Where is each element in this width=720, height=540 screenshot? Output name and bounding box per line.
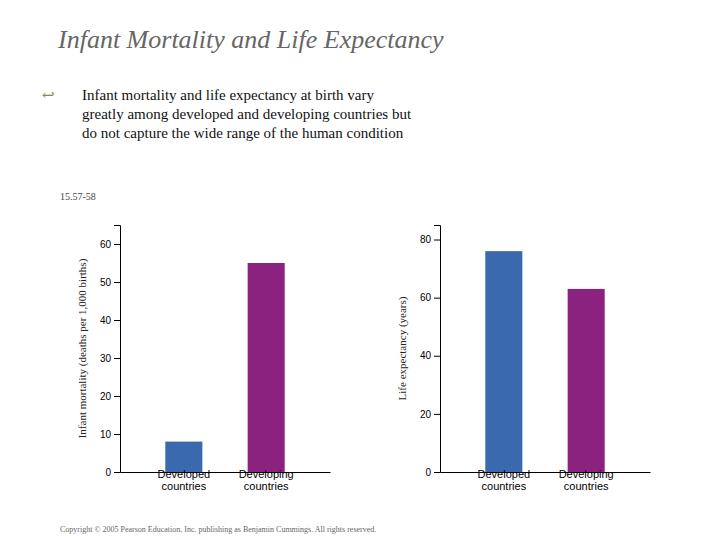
bar	[485, 251, 522, 472]
text-line: Developing	[559, 468, 614, 480]
y-tick-label: 30	[100, 353, 112, 364]
y-tick-label: 10	[100, 429, 112, 440]
y-axis: 0 10 20 30 40 50 60	[100, 226, 121, 478]
text-line: greatly among developed and developing c…	[82, 106, 412, 122]
y-tick-label: 60	[420, 292, 432, 303]
y-tick-label: 60	[100, 239, 112, 250]
text-line: countries	[162, 480, 207, 492]
y-tick-mark	[114, 320, 120, 321]
y-tick: 10	[100, 429, 120, 440]
text-line: do not capture the wide range of the hum…	[82, 125, 404, 141]
y-tick: 20	[100, 391, 120, 402]
title: Infant Mortality and Life Expectancy	[57, 25, 444, 54]
copyright: Copyright © 2005 Pearson Education, Inc.…	[60, 525, 376, 534]
y-tick-label: 40	[420, 350, 432, 361]
x-tick-label: Developedcountries	[158, 468, 211, 492]
y-tick-label: 20	[420, 409, 432, 420]
text-line: countries	[482, 480, 527, 492]
bar	[568, 289, 605, 472]
y-tick-label: 80	[420, 234, 432, 245]
y-axis-line	[114, 226, 121, 473]
text-line: countries	[564, 480, 609, 492]
text-line: countries	[244, 480, 289, 492]
x-tick-label: Developedcountries	[478, 468, 531, 492]
y-tick-mark	[114, 358, 120, 359]
y-tick: 30	[100, 353, 120, 364]
y-tick-mark	[114, 434, 120, 435]
y-tick-mark	[434, 298, 440, 299]
y-tick-label: 0	[105, 467, 111, 478]
x-axis-line	[121, 472, 331, 473]
y-tick-mark	[434, 356, 440, 357]
chart: 0102030405060DevelopedcountriesDevelopin…	[76, 226, 331, 493]
y-tick-mark	[114, 396, 120, 397]
text-line: Infant mortality and life expectancy at …	[82, 87, 374, 103]
x-tick: Developedcountries	[478, 468, 531, 492]
y-axis: 0 20 40 60 80	[420, 226, 441, 478]
figure-label: 15.57-58	[60, 191, 96, 202]
x-tick-label: Developingcountries	[239, 468, 294, 492]
x-tick: Developedcountries	[158, 468, 211, 492]
bar	[248, 263, 285, 472]
y-tick-label: 50	[100, 277, 112, 288]
x-axis: DevelopedcountriesDevelopingcountries	[121, 468, 331, 492]
chart-root: Infant Mortality and Life Expectancy ↩ Inf…	[0, 0, 720, 540]
y-tick-mark	[434, 240, 440, 241]
text-line: Developed	[158, 468, 211, 480]
bullet-symbol: ↩	[42, 87, 55, 103]
y-tick-label: 20	[100, 391, 112, 402]
x-tick: Developingcountries	[559, 468, 614, 492]
y-axis-title: Infant mortality (deaths per 1,000 birth…	[76, 258, 89, 438]
chart: 020406080DevelopedcountriesDevelopingcou…	[396, 226, 651, 493]
x-axis-line	[441, 472, 651, 473]
y-axis-line	[434, 226, 441, 473]
x-tick: Developingcountries	[239, 468, 294, 492]
y-tick-mark	[114, 472, 120, 473]
bars	[485, 251, 604, 472]
x-tick-label: Developingcountries	[559, 468, 614, 492]
x-axis: DevelopedcountriesDevelopingcountries	[441, 468, 651, 492]
y-tick: 40	[420, 350, 440, 361]
text-line: Developed	[478, 468, 531, 480]
y-axis-title: Life expectancy (years)	[396, 296, 409, 400]
y-tick: 60	[420, 292, 440, 303]
y-tick-mark	[434, 472, 440, 473]
y-tick-label: 40	[100, 315, 112, 326]
y-tick-label: 0	[425, 467, 431, 478]
y-tick: 80	[420, 234, 440, 245]
subtitle: Infant mortality and life expectancy at …	[82, 87, 412, 141]
y-tick: 0	[425, 467, 440, 478]
y-tick: 20	[420, 409, 440, 420]
y-tick-mark	[434, 414, 440, 415]
text-line: Developing	[239, 468, 294, 480]
y-tick: 50	[100, 277, 120, 288]
y-tick: 0	[105, 467, 120, 478]
y-tick-mark	[114, 282, 120, 283]
y-tick-mark	[114, 244, 120, 245]
y-tick: 40	[100, 315, 120, 326]
bars	[165, 263, 284, 472]
y-tick: 60	[100, 239, 120, 250]
